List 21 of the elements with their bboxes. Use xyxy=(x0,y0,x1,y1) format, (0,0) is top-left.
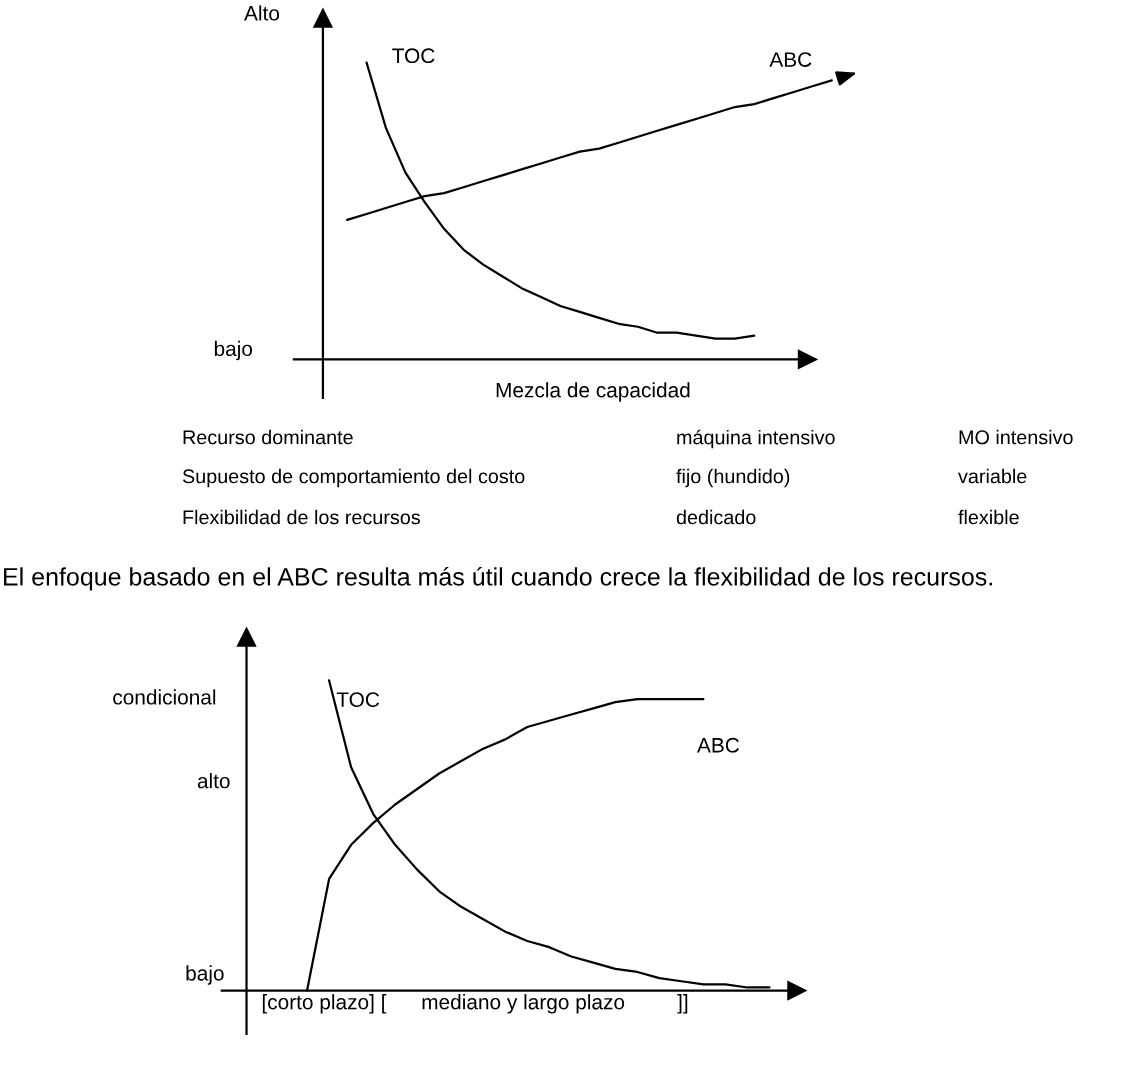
series-label: TOC xyxy=(336,692,380,708)
text: MO intensivo xyxy=(959,429,1073,445)
text: Supuesto de comportamiento del costo xyxy=(182,468,525,488)
text: fijo (hundido) xyxy=(676,468,790,488)
text: flexible xyxy=(958,509,1019,525)
text: variable xyxy=(958,468,1027,484)
series-label: ABC xyxy=(697,737,740,753)
text: bajo xyxy=(186,965,224,985)
text: Flexibilidad de los recursos xyxy=(183,509,420,525)
text: Recurso dominante xyxy=(183,429,353,445)
text: Alto xyxy=(244,5,280,21)
text: alto xyxy=(197,773,230,789)
text: bajo xyxy=(214,340,253,361)
text: máquina intensivo xyxy=(677,429,835,449)
series-label: TOC xyxy=(392,48,435,64)
x-axis-title: Mezcla de capacidad xyxy=(496,382,690,402)
text: condicional xyxy=(113,689,216,705)
chart-title: El enfoque basado en el ABC resulta más útil cuando crece la flexibilidad de los recursos. xyxy=(4,567,992,591)
text: dedicado xyxy=(676,509,756,525)
series-label: ABC xyxy=(769,52,812,67)
x-axis-title: [corto plazo] [ mediano y largo plazo ]] xyxy=(262,994,688,1014)
